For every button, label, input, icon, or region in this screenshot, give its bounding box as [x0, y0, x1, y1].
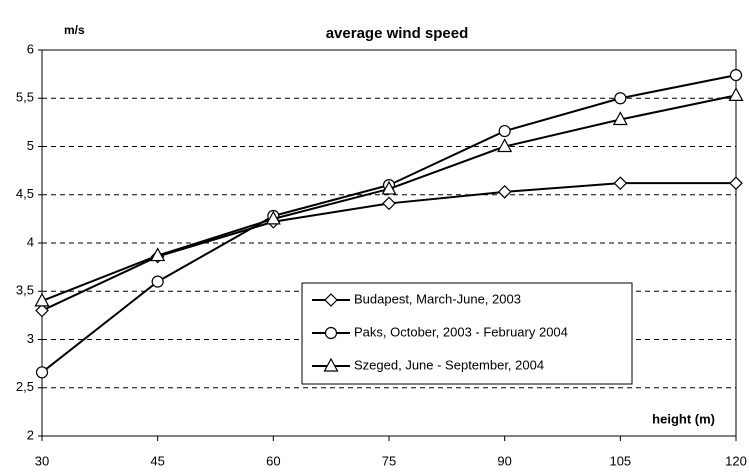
x-tick-label: 120 [725, 453, 747, 468]
data-point [150, 247, 166, 262]
y-tick-label: 4,5 [16, 186, 34, 201]
plot-frame [41, 49, 737, 437]
x-axis-label: height (m) [652, 411, 715, 426]
chart-title: average wind speed [326, 25, 469, 42]
legend-label: Budapest, March-June, 2003 [354, 291, 521, 306]
data-point [382, 196, 396, 211]
data-point [381, 180, 397, 195]
y-tick-label: 4 [27, 234, 34, 249]
y-axis-label: m/s [64, 23, 85, 37]
y-tick-label: 2 [27, 427, 34, 442]
x-tick-label: 45 [150, 453, 164, 468]
x-tick-label: 90 [497, 453, 511, 468]
data-point [151, 275, 164, 288]
legend-label: Paks, October, 2003 - February 2004 [354, 324, 568, 339]
legend-marker [324, 326, 338, 340]
data-point [729, 68, 743, 82]
data-point [613, 176, 628, 191]
y-tick-label: 5,5 [16, 90, 34, 105]
x-tick-label: 75 [382, 453, 396, 468]
legend: Budapest, March-June, 2003 Paks, October,… [301, 282, 633, 385]
y-tick-label: 5 [27, 138, 34, 153]
legend-label: Szeged, June - September, 2004 [354, 357, 544, 372]
data-point [612, 111, 628, 126]
data-point [497, 185, 512, 199]
data-point [35, 303, 49, 318]
x-tick-label: 60 [266, 453, 280, 468]
legend-marker [323, 357, 339, 372]
y-tick-label: 6 [27, 41, 34, 56]
data-point [497, 138, 513, 153]
x-tick-label: 105 [609, 453, 631, 468]
x-tick-label: 30 [35, 453, 49, 468]
y-tick-label: 2,5 [16, 379, 34, 394]
data-point [265, 210, 281, 225]
legend-marker [324, 293, 338, 307]
y-tick-label: 3,5 [16, 283, 34, 298]
data-point [729, 176, 743, 191]
data-point [728, 87, 744, 101]
data-point [498, 124, 511, 138]
y-tick-label: 3 [27, 331, 34, 346]
data-point [614, 92, 627, 105]
legend-box [301, 282, 633, 385]
data-point [34, 292, 50, 307]
data-point [35, 366, 49, 379]
